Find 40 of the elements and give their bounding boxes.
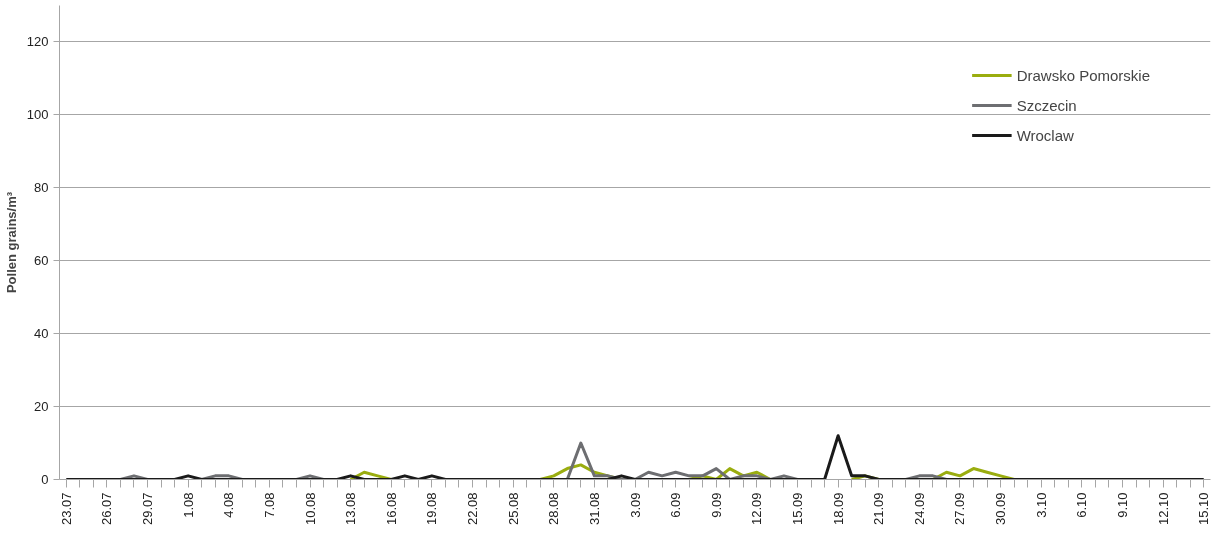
x-tick-label: 23.07 [58,492,74,526]
x-tick-label: 29.07 [140,492,156,526]
x-tick-label: 16.08 [383,492,399,526]
x-tick-label: 24.09 [911,492,927,526]
x-tick-label: 9.10 [1114,492,1130,518]
legend-label: Wroclaw [1016,126,1074,144]
x-tick-label: 4.08 [221,492,237,518]
x-tick-label: 15.10 [1196,492,1212,526]
x-tick-label: 7.08 [261,492,277,518]
x-tick-label: 12.09 [749,492,765,526]
x-tick-label: 19.08 [424,492,440,526]
y-tick-label: 60 [34,253,49,269]
y-tick-label: 100 [26,107,49,123]
x-tick-label: 9.09 [708,492,724,518]
x-tick-label: 22.08 [465,492,481,526]
x-tick-label: 13.08 [343,492,359,526]
x-tick-label: 25.08 [505,492,521,526]
x-tick-label: 21.09 [871,492,887,526]
x-tick-label: 18.09 [830,492,846,526]
legend-label: Szczecin [1016,96,1077,114]
y-tick-label: 40 [34,326,49,342]
x-tick-label: 10.08 [302,492,318,526]
x-tick-label: 31.08 [586,492,602,526]
x-tick-label: 3.09 [627,492,643,518]
x-tick-label: 6.10 [1074,492,1090,518]
x-tick-label: 15.09 [789,492,805,526]
x-tick-label: 26.07 [99,492,115,526]
x-tick-label: 28.08 [546,492,562,526]
y-tick-label: 0 [41,472,49,487]
x-tick-label: 3.10 [1033,492,1049,518]
y-tick-label: 80 [34,180,49,196]
y-tick-label: 20 [34,399,49,415]
legend-label: Drawsko Pomorskie [1016,66,1150,84]
x-tick-label: 1.08 [180,492,196,518]
x-tick-label: 6.09 [668,492,684,518]
x-tick-label: 30.09 [993,492,1009,526]
x-tick-label: 27.09 [952,492,968,526]
x-tick-label: 12.10 [1155,492,1171,526]
y-tick-label: 120 [26,34,49,50]
y-axis-title: Pollen grains/m³ [3,191,19,294]
